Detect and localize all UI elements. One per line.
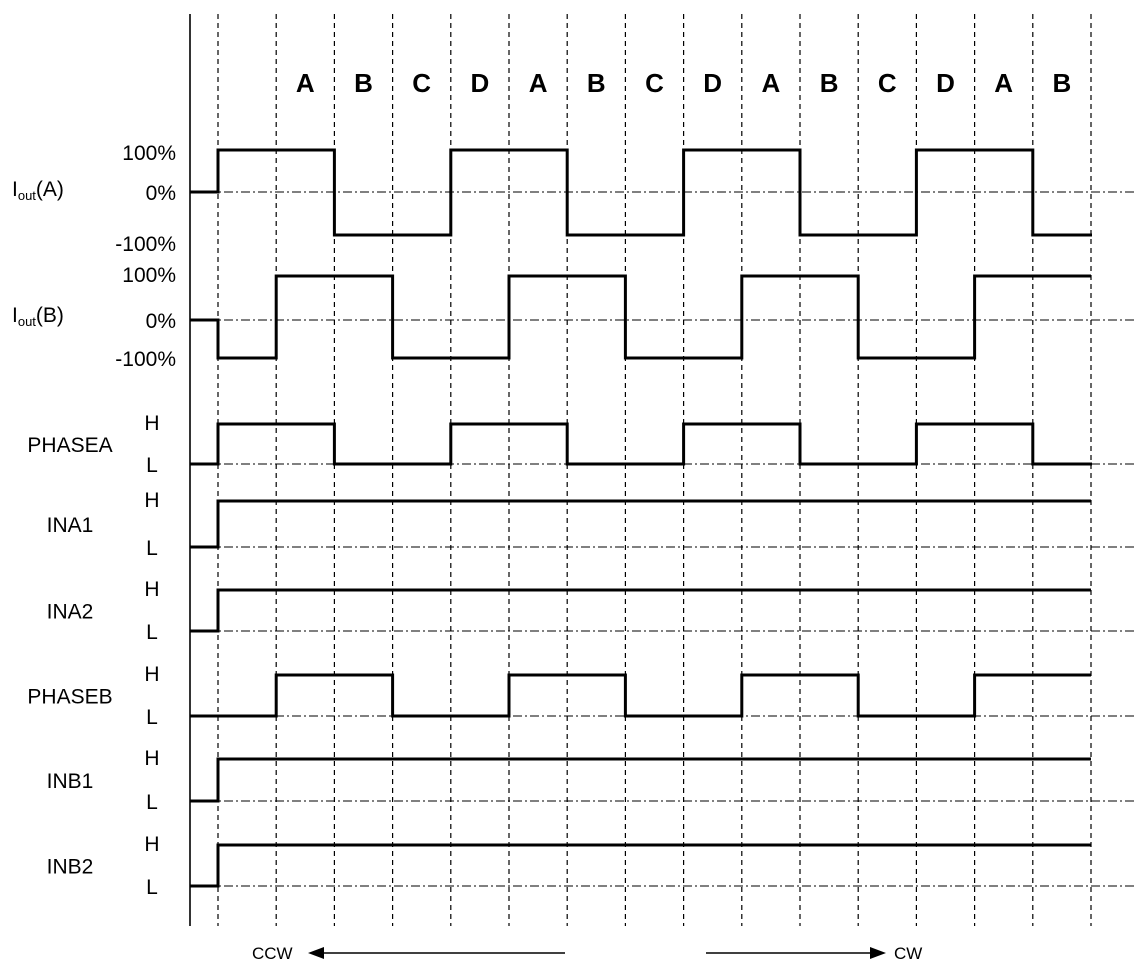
step-label: D: [703, 68, 722, 98]
logic-waveform: [190, 843, 1091, 888]
low-level-label: L: [146, 876, 158, 899]
step-label: C: [412, 68, 431, 98]
signal-name-label: INA1: [47, 514, 94, 537]
iouta-0-label: 0%: [146, 182, 176, 205]
high-level-label: H: [144, 663, 159, 686]
high-level-label: H: [144, 747, 159, 770]
step-label: B: [354, 68, 373, 98]
logic-waveform: [190, 422, 1092, 466]
step-label: C: [645, 68, 664, 98]
ioutb-neg100-label: -100%: [115, 348, 176, 371]
iouta-100-label: 100%: [122, 142, 176, 165]
step-label: B: [587, 68, 606, 98]
ioutb-0-label: 0%: [146, 310, 176, 333]
step-label: B: [820, 68, 839, 98]
signal-name-label: INB1: [47, 770, 94, 793]
step-label: C: [878, 68, 897, 98]
waveforms: [190, 148, 1092, 888]
step-label: D: [471, 68, 490, 98]
ccw-label: CCW: [252, 944, 293, 963]
current-waveform: [190, 274, 1091, 360]
step-label: A: [994, 68, 1013, 98]
logic-waveform: [190, 588, 1091, 633]
iouta-neg100-label: -100%: [115, 233, 176, 256]
logic-waveform: [190, 499, 1091, 549]
current-waveform: [190, 148, 1092, 237]
low-level-label: L: [146, 537, 158, 560]
cw-arrow-head: [870, 947, 886, 959]
low-level-label: L: [146, 706, 158, 729]
high-level-label: H: [144, 489, 159, 512]
step-label: A: [529, 68, 548, 98]
ioutb-100-label: 100%: [122, 264, 176, 287]
signal-name-label: INA2: [47, 601, 94, 624]
signal-name-label: PHASEB: [27, 686, 112, 709]
signal-name-label: PHASEA: [27, 434, 112, 457]
step-label: A: [762, 68, 781, 98]
low-level-label: L: [146, 791, 158, 814]
ccw-arrow-head: [308, 947, 324, 959]
logic-waveform: [190, 757, 1091, 803]
ioutb-signal-label: Iout(B): [12, 304, 64, 329]
low-level-label: L: [146, 621, 158, 644]
iouta-signal-label: Iout(A): [12, 178, 64, 203]
low-level-label: L: [146, 454, 158, 477]
high-level-label: H: [144, 412, 159, 435]
step-label: D: [936, 68, 955, 98]
high-level-label: H: [144, 833, 159, 856]
step-label: B: [1053, 68, 1072, 98]
logic-waveform: [190, 673, 1091, 718]
step-label: A: [296, 68, 315, 98]
high-level-label: H: [144, 578, 159, 601]
signal-name-label: INB2: [47, 856, 94, 879]
cw-label: CW: [894, 944, 922, 963]
